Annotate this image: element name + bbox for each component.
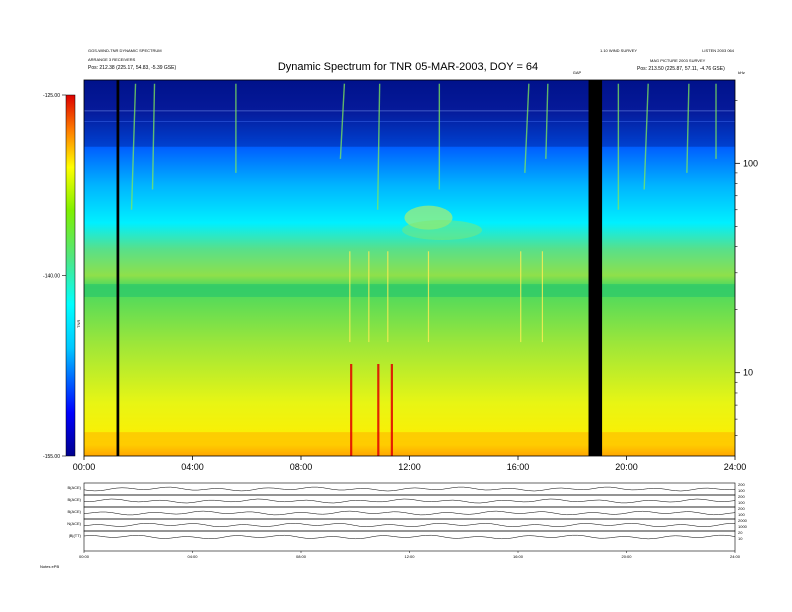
colorbar-ticks: -125.00 -140.00 -155.00 [43,93,66,460]
dark-upper-band [84,80,735,147]
colorbar-tick-label: -155.00 [43,454,60,460]
header-right-line2: LISTEN 2003 064 [702,48,735,53]
header-left-pos: Pos: 212.38 (225.17, 54.83, -5.39 GSE) [88,65,176,71]
radio-burst [339,83,346,159]
lower-panel-trace [83,486,736,492]
header-right-pos: Pos: 213.50 (225.87, 57.11, -4.76 GSE) [637,66,725,72]
header-right-line1: 1.10 WIND SURVEY [600,48,637,53]
lower-panel-right-tick: 10 [738,536,743,541]
lower-panel-right-tick: 1000 [738,524,748,529]
lower-panel-right-tick: 100 [738,512,745,517]
x-tick-label: 24:00 [724,462,747,472]
colorbar-axis-label: TNR [76,320,81,328]
x-tick-label: 12:00 [398,462,421,472]
lower-panel-label: B(ACE) [67,497,81,502]
lower-panel-frame [83,506,736,520]
x-tick-label: 20:00 [615,462,638,472]
lower-x-tick-label: 12:00 [404,554,415,559]
burst-feature [402,220,483,241]
spectrogram [84,80,735,456]
y-axis-unit: kHz [738,70,745,75]
lower-x-tick-label: 04:00 [187,554,198,559]
lower-panel-right-tick: 20 [738,530,743,535]
lower-panel-right-tick: 200 [738,482,745,487]
footer-notes: Notes ePB [40,564,59,569]
x-tick-label: 08:00 [290,462,313,472]
x-tick-label: 04:00 [181,462,204,472]
lower-panel-right-tick: 200 [738,506,745,511]
lower-panel-label: B(ACE) [67,509,81,514]
spectrogram-background [84,80,735,456]
lower-x-tick-label: 24:00 [730,554,741,559]
y-tick-label: 100 [743,158,758,168]
y-axis-ticks: 100 10 [735,99,758,437]
radio-burst [686,83,690,173]
lower-x-tick-label: 20:00 [621,554,632,559]
lower-x-tick-label: 08:00 [296,554,307,559]
radio-burst [376,83,381,210]
radio-burst [524,83,530,173]
lower-panel-trace [84,498,736,504]
lower-panel-trace [83,523,736,527]
lower-panel-right-tick: 200 [738,494,745,499]
lower-panel-right-tick: 100 [738,500,745,505]
x-tick-label: 00:00 [73,462,96,472]
gap-label: GAP [573,70,582,75]
x-tick-label: 16:00 [507,462,530,472]
lower-panel-trace [83,510,736,516]
x-axis-ticks: 00:00 04:00 08:00 12:00 16:00 20:00 24:00 [73,456,747,472]
colorbar [65,94,76,457]
lower-panel-trace [83,534,736,540]
lower-panel-right-tick: 100 [738,488,745,493]
colorbar-tick-label: -140.00 [43,274,60,280]
y-tick-label: 10 [743,368,753,378]
colorbar-tick-label: -125.00 [43,93,60,99]
header-right-line3: MAG PICTURE 2003 SURVEY [650,58,706,63]
lower-panel-frame [83,518,736,532]
bottom-band [84,432,735,456]
lower-x-tick-label: 00:00 [79,554,90,559]
header-left-line2: ARRANGE 3 RECEIVERS [88,57,136,62]
radio-burst [643,83,649,190]
radio-burst [151,83,156,190]
spectral-features [84,80,735,456]
data-gap [588,80,603,456]
lower-panel-label: |B|(TT) [69,533,82,538]
lower-panel-right-tick: 2000 [738,518,748,523]
radio-burst [130,83,137,210]
chart-title: Dynamic Spectrum for TNR 05-MAR-2003, DO… [278,61,538,73]
data-gaps [116,80,603,456]
lower-panel-label: B(ACE) [67,485,81,490]
lower-panel-frame [83,494,736,508]
header-left-line1: GGS-WIND-TNR DYNAMIC SPECTRUM [88,48,162,53]
lower-panel-frame [83,530,736,552]
data-gap [116,80,120,456]
lower-x-tick-label: 16:00 [513,554,524,559]
lower-panels: B(ACE)B(ACE)B(ACE)N(ACE)|B|(TT)200100200… [67,482,747,559]
plasma-line-band [84,284,735,297]
radio-burst [545,83,549,159]
lower-panel-frame [83,482,736,496]
lower-panel-label: N(ACE) [67,521,81,526]
